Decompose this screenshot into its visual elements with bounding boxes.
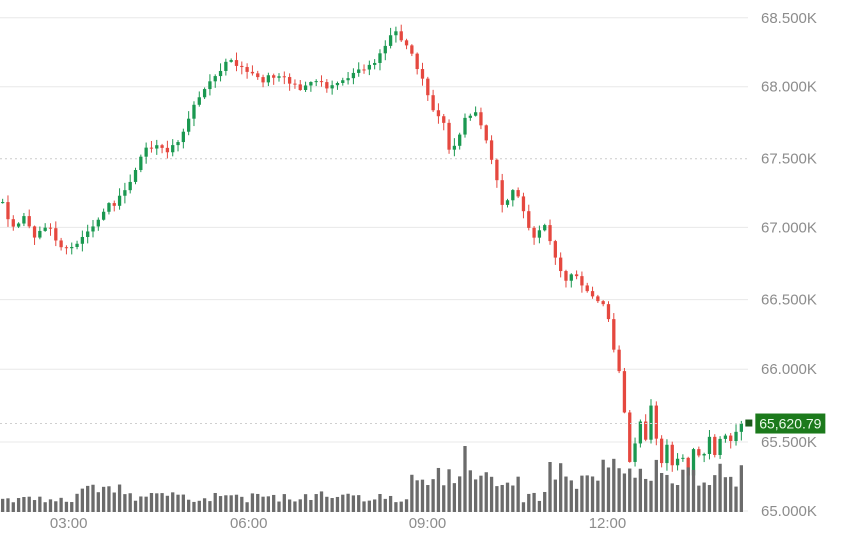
svg-text:66.000K: 66.000K bbox=[761, 361, 817, 378]
svg-text:12:00: 12:00 bbox=[589, 515, 627, 532]
svg-text:09:00: 09:00 bbox=[409, 515, 447, 532]
svg-text:68.000K: 68.000K bbox=[761, 79, 817, 96]
svg-text:68.500K: 68.500K bbox=[761, 10, 817, 27]
svg-text:67.000K: 67.000K bbox=[761, 219, 817, 236]
svg-text:67.500K: 67.500K bbox=[761, 151, 817, 168]
svg-text:65.500K: 65.500K bbox=[761, 434, 817, 451]
svg-text:66.500K: 66.500K bbox=[761, 292, 817, 309]
svg-text:65,620.79: 65,620.79 bbox=[759, 416, 821, 432]
svg-text:03:00: 03:00 bbox=[50, 515, 88, 532]
svg-text:65.000K: 65.000K bbox=[761, 503, 817, 520]
svg-text:06:00: 06:00 bbox=[230, 515, 268, 532]
